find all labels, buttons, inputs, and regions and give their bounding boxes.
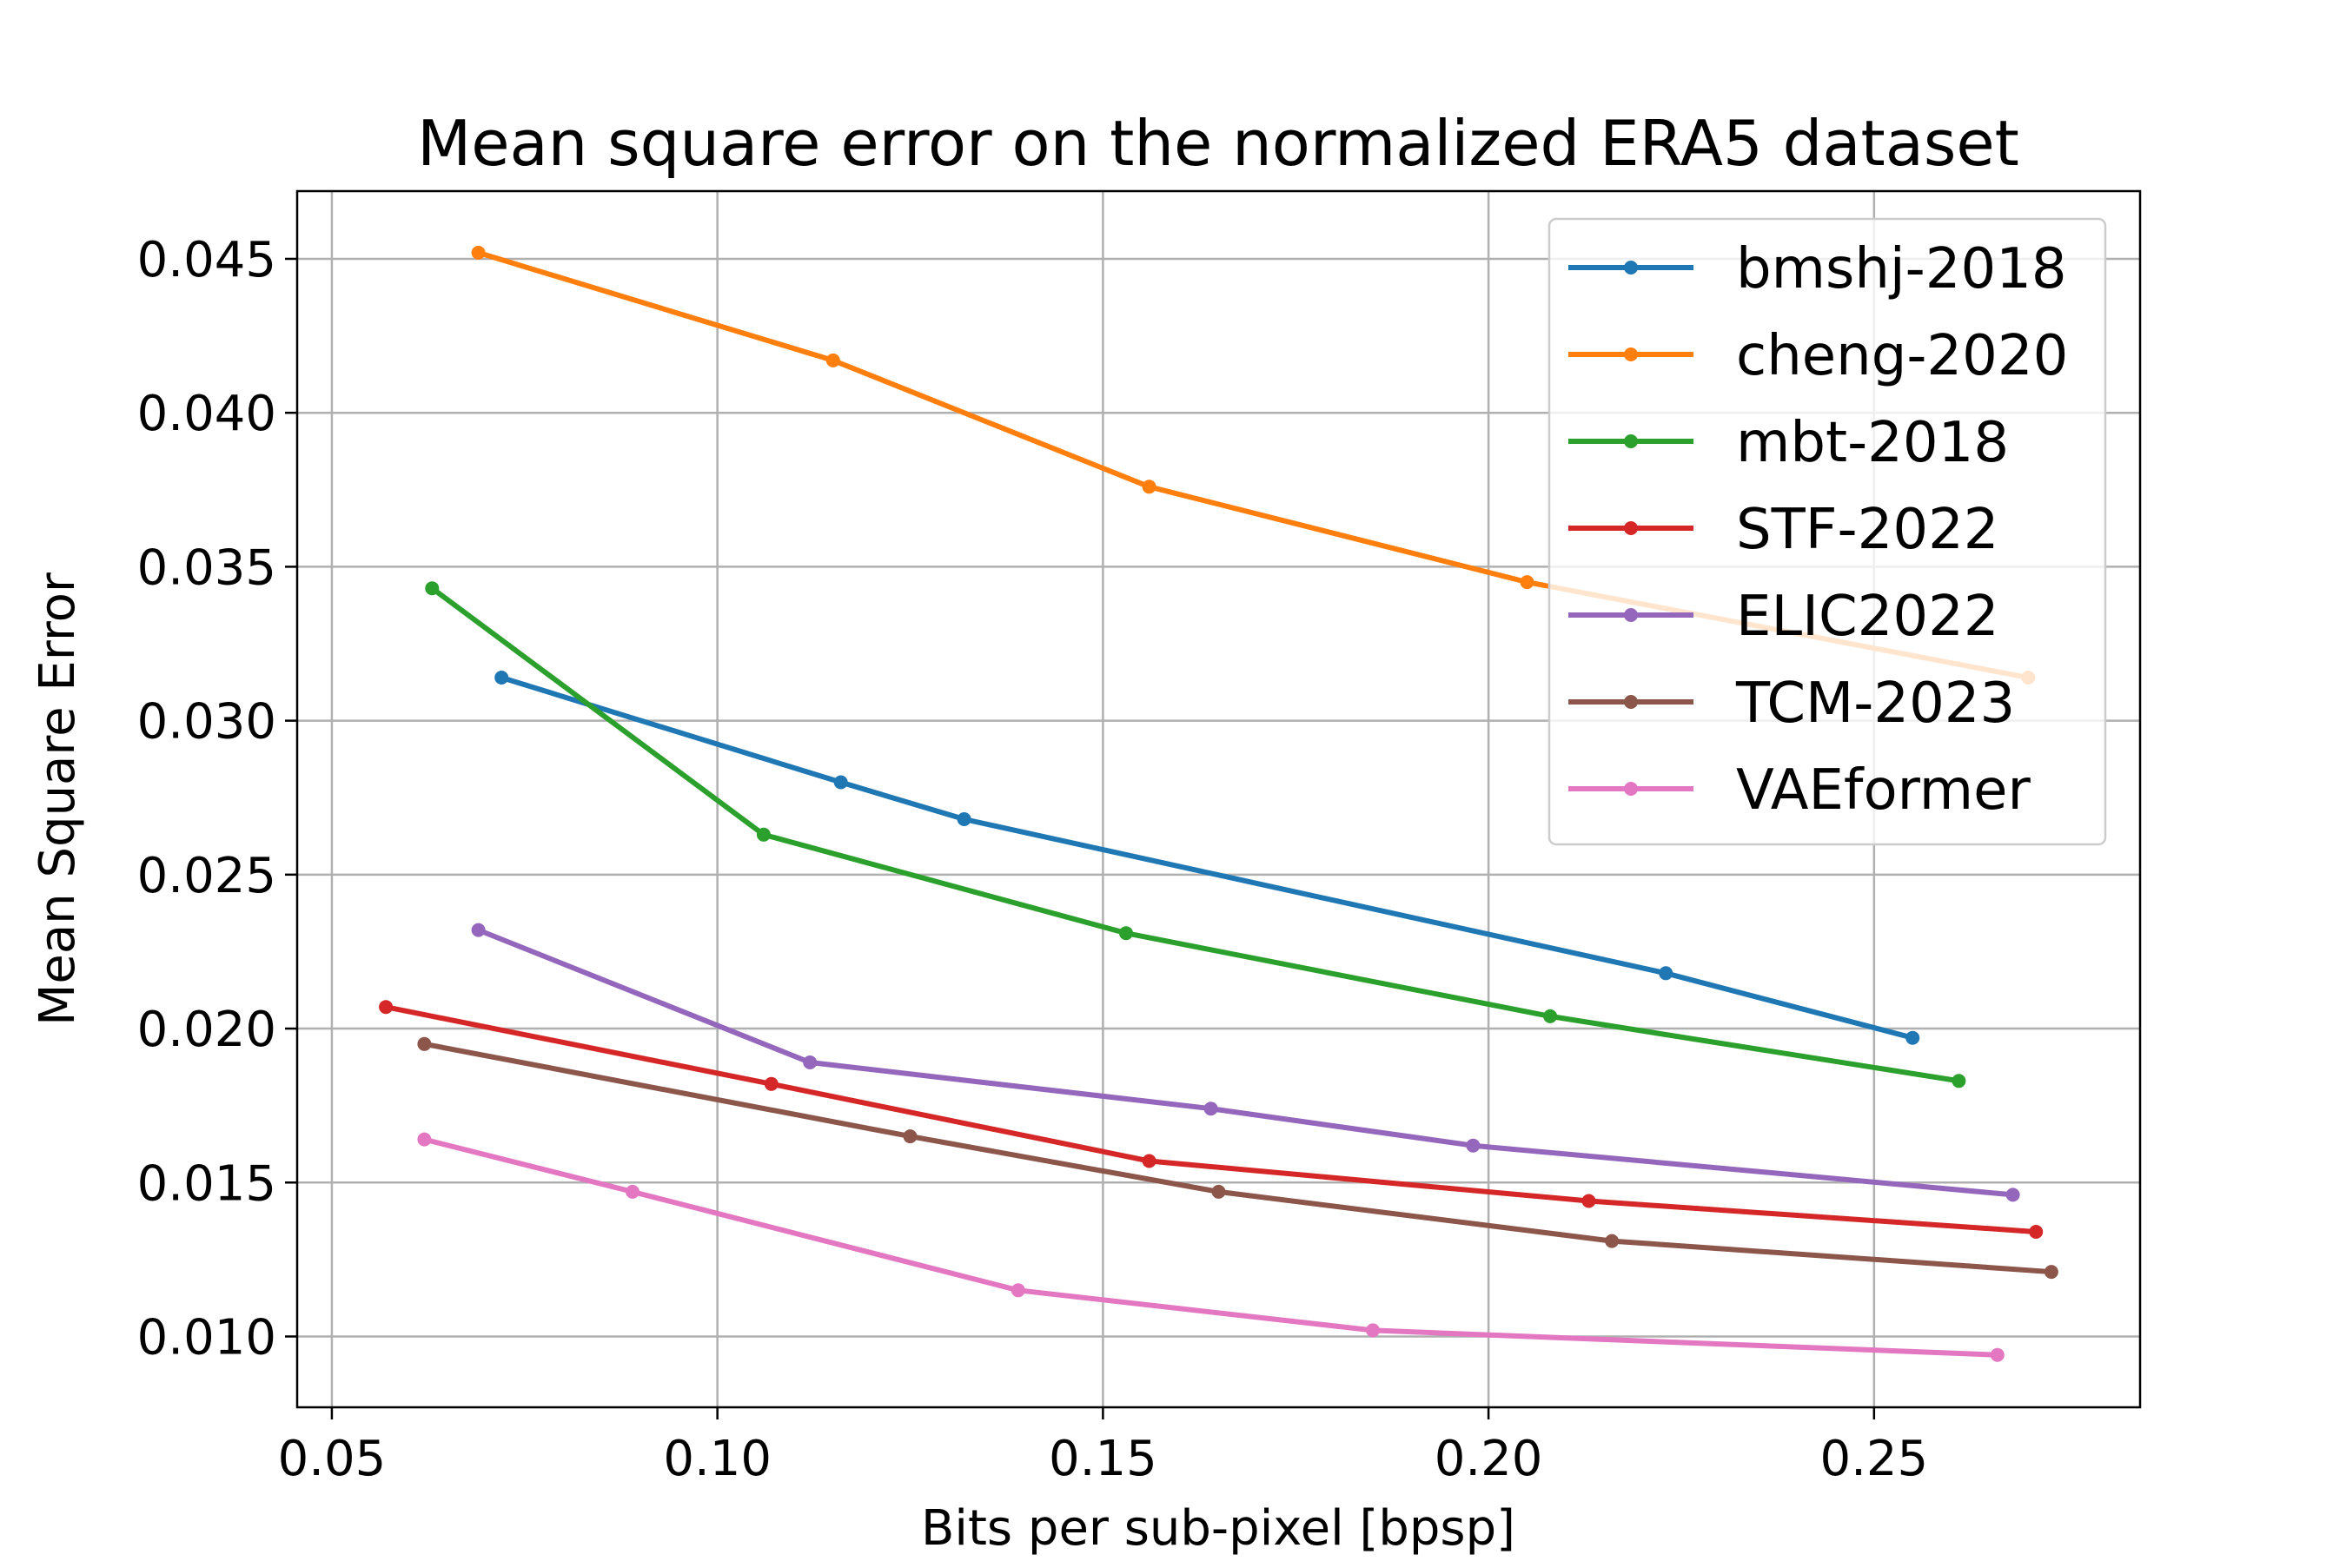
legend-box: [1547, 217, 2107, 846]
legend-item: TCM-2023: [1568, 672, 2015, 736]
y-tick-label: 0.015: [137, 1155, 276, 1212]
data-point: [957, 812, 971, 826]
series-line: [474, 926, 2016, 1198]
series-mbt-2018: [425, 581, 1966, 1088]
y-tick-label: 0.010: [137, 1309, 276, 1366]
data-point: [471, 245, 486, 260]
series-VAEformer: [417, 1132, 2005, 1362]
data-point: [1142, 480, 1156, 494]
legend-label: cheng-2020: [1736, 324, 2068, 388]
data-point: [2044, 1265, 2058, 1280]
y-tick-label: 0.020: [137, 1002, 276, 1058]
x-tick-label: 0.20: [1435, 1431, 1543, 1487]
data-point: [1905, 1030, 1920, 1045]
data-point: [1581, 1194, 1596, 1208]
data-point: [425, 581, 440, 596]
data-point: [1142, 1154, 1156, 1168]
data-point: [825, 353, 840, 367]
legend-item: ELIC2022: [1568, 585, 1999, 649]
plot-frame: [295, 189, 2142, 1409]
series-line: [421, 1041, 2055, 1275]
y-axis-label: Mean Square Error: [30, 572, 86, 1026]
legend-item: mbt-2018: [1568, 411, 2009, 475]
x-tick-label: 0.15: [1049, 1431, 1157, 1487]
y-tick-label: 0.025: [137, 848, 276, 904]
legend-swatch-marker: [1624, 434, 1638, 448]
data-point: [903, 1129, 918, 1144]
data-point: [1011, 1283, 1025, 1298]
series-TCM-2023: [417, 1036, 2058, 1280]
data-point: [626, 1184, 640, 1199]
legend-swatch-marker: [1624, 347, 1638, 361]
legend-label: mbt-2018: [1736, 411, 2009, 475]
y-tick-label: 0.030: [137, 694, 276, 751]
data-point: [1520, 575, 1534, 590]
legend-label: STF-2022: [1736, 498, 1999, 562]
data-point: [1543, 1009, 1558, 1023]
x-tick-label: 0.10: [663, 1431, 772, 1487]
data-point: [1119, 926, 1133, 941]
series-bmshj-2018: [494, 671, 1920, 1045]
x-axis-label: Bits per sub-pixel [bpsp]: [921, 1500, 1515, 1557]
data-point: [803, 1055, 818, 1069]
x-tick-label: 0.25: [1819, 1431, 1928, 1487]
data-point: [494, 671, 509, 685]
legend: bmshj-2018 cheng-2020 mbt-2018 STF-2022 ELIC…: [1547, 217, 2107, 846]
data-point: [1211, 1184, 1226, 1199]
data-point: [417, 1036, 432, 1051]
y-tick-label: 0.035: [137, 539, 276, 596]
data-point: [1952, 1074, 1966, 1088]
legend-swatch-marker: [1624, 782, 1638, 796]
data-point: [471, 923, 486, 937]
data-point: [1659, 966, 1673, 981]
legend-swatch-marker: [1624, 695, 1638, 709]
data-point: [833, 775, 848, 790]
series-ELIC2022: [471, 923, 2020, 1202]
legend-item: STF-2022: [1568, 498, 1999, 562]
legend-swatch-marker: [1624, 261, 1638, 275]
series-STF-2022: [379, 1000, 2044, 1239]
y-tick-label: 0.045: [137, 232, 276, 288]
data-point: [2029, 1225, 2044, 1239]
legend-item: bmshj-2018: [1568, 237, 2067, 301]
legend-label: ELIC2022: [1736, 585, 1999, 649]
legend-item: VAEformer: [1568, 758, 2031, 823]
y-tick-label: 0.040: [137, 386, 276, 442]
data-point: [764, 1076, 779, 1091]
data-point: [756, 827, 771, 842]
legend-item: cheng-2020: [1568, 324, 2068, 388]
data-point: [379, 1000, 394, 1015]
legend-label: TCM-2023: [1735, 672, 2015, 736]
data-point: [1466, 1138, 1481, 1153]
legend-label: VAEformer: [1736, 758, 2031, 823]
x-tick-label: 0.05: [278, 1431, 387, 1487]
data-point: [1203, 1102, 1218, 1116]
legend-label: bmshj-2018: [1736, 237, 2067, 301]
legend-swatch-marker: [1624, 608, 1638, 622]
data-point: [2005, 1188, 2020, 1202]
data-point: [1366, 1323, 1380, 1338]
data-point: [1605, 1234, 1620, 1248]
chart-title: Mean square error on the normalized ERA5…: [417, 107, 2019, 180]
legend-swatch-marker: [1624, 521, 1638, 535]
data-point: [417, 1132, 432, 1147]
axis-ticks: 0.05 0.10 0.15 0.20 0.25 0.010 0.015 0.020 0.025…: [137, 232, 1929, 1487]
data-point: [1990, 1347, 2005, 1362]
